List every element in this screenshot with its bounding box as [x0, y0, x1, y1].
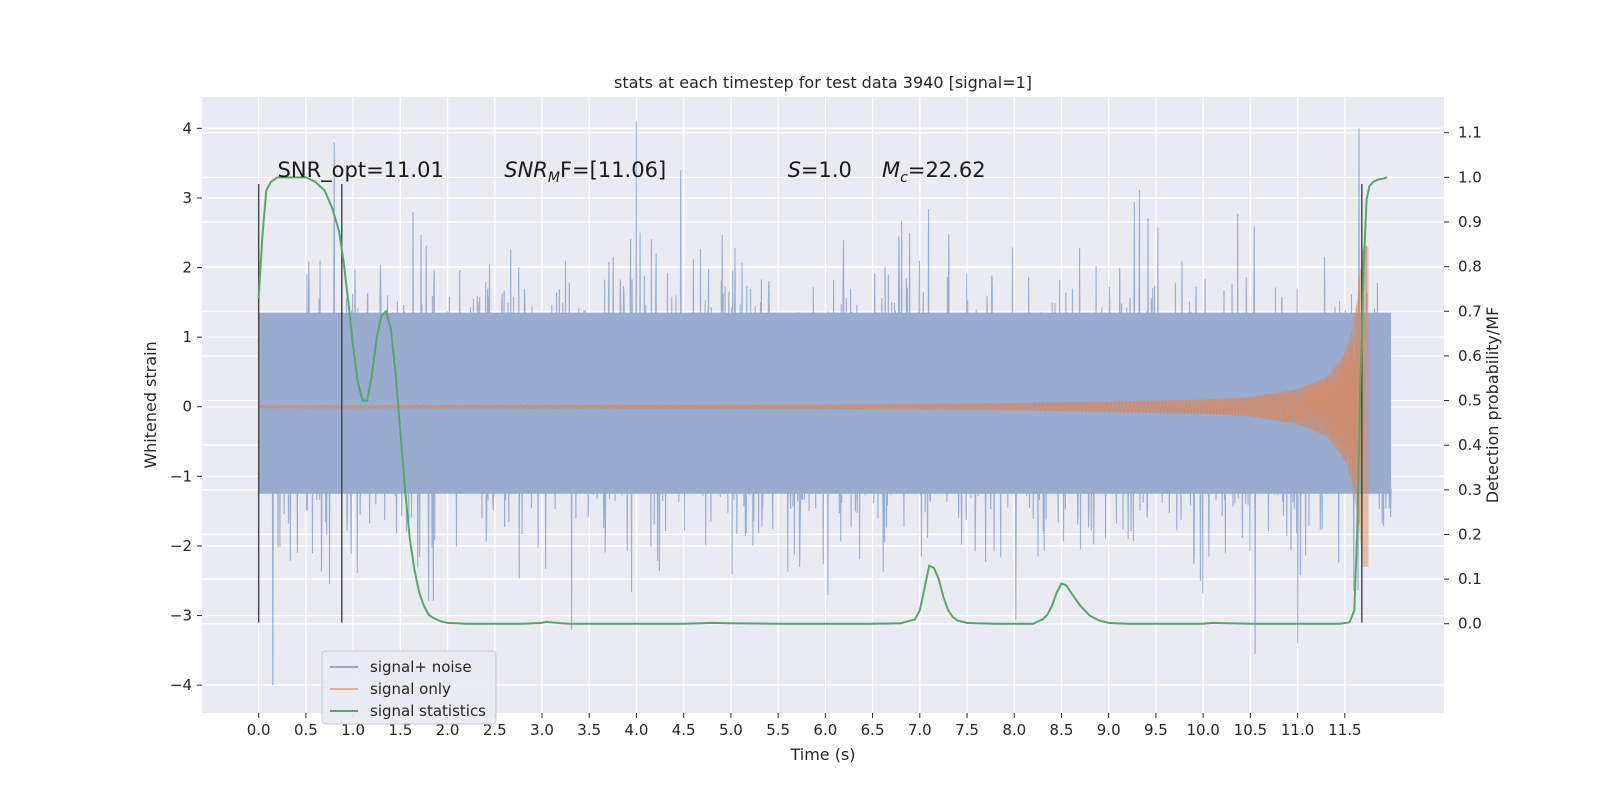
- x-tick-label: 4.0: [625, 721, 649, 739]
- y-tick-label: 3: [182, 189, 192, 207]
- x-axis-label: Time (s): [789, 745, 855, 764]
- annotation-main: M: [882, 158, 900, 182]
- x-tick-label: 0.5: [294, 721, 318, 739]
- signal-only-envelope: [258, 246, 1369, 567]
- y-tick-label: 0: [182, 398, 192, 416]
- x-tick-label: 3.0: [530, 721, 554, 739]
- chart-title: stats at each timestep for test data 394…: [614, 73, 1032, 92]
- legend-box: [321, 650, 497, 725]
- legend-label: signal only: [370, 680, 451, 698]
- y2-tick-label: 0.0: [1458, 615, 1482, 633]
- annotation-main: SNR: [504, 158, 548, 182]
- x-tick-label: 8.0: [1002, 721, 1026, 739]
- y2-tick-label: 0.6: [1458, 347, 1482, 365]
- annotation-rest: =22.62: [908, 158, 986, 182]
- y2-tick-label: 1.0: [1458, 168, 1482, 186]
- annotation-main: S: [788, 158, 801, 182]
- annotation-rest: F=[11.06]: [560, 158, 666, 182]
- legend-label: signal statistics: [370, 702, 486, 720]
- y-tick-label: −2: [170, 537, 192, 555]
- y2-tick-label: 0.5: [1458, 392, 1482, 410]
- annotation-subscript: c: [900, 170, 908, 186]
- y2-tick-label: 0.8: [1458, 258, 1482, 276]
- y-tick-label: −3: [170, 607, 192, 625]
- y2-tick-label: 0.3: [1458, 481, 1482, 499]
- x-tick-label: 9.5: [1144, 721, 1168, 739]
- plot-area: 0.0 0.5 1.0 1.5 2.0 2.5 3.0 3.5 4.0 4.5 5.0 5.5 6.0 6…: [170, 97, 1482, 739]
- x-tick-label: 7.0: [908, 721, 932, 739]
- x-tick-label: 10.0: [1186, 721, 1219, 739]
- x-tick-label: 6.5: [861, 721, 885, 739]
- y2-axis-label: Detection probability/MF: [1483, 307, 1502, 504]
- annotation-rest: =1.0: [801, 158, 852, 182]
- y2-tick-label: 1.1: [1458, 124, 1482, 142]
- signal-statistics-line: [257, 176, 1388, 625]
- annotation-subscript: M: [548, 170, 560, 186]
- y2-tick-label: 0.2: [1458, 525, 1482, 543]
- y-tick-label: 4: [182, 119, 192, 137]
- y-axis-label: Whitened strain: [141, 341, 160, 468]
- signal-only-line: [258, 249, 1369, 549]
- x-tick-label: 1.5: [388, 721, 412, 739]
- y-tick-label: −1: [170, 467, 192, 485]
- x-tick-label: 7.5: [955, 721, 979, 739]
- y2-tick-label: 0.1: [1458, 570, 1482, 588]
- annotation: Mc=22.62: [882, 158, 986, 186]
- x-tick-label: 5.0: [719, 721, 743, 739]
- y-tick-label: 2: [182, 259, 192, 277]
- x-tick-label: 6.0: [813, 721, 837, 739]
- y-tick-label: 1: [182, 328, 192, 346]
- x-tick-label: 8.5: [1050, 721, 1074, 739]
- x-tick-label: 2.5: [483, 721, 507, 739]
- x-tick-label: 4.5: [672, 721, 696, 739]
- x-tick-label: 1.0: [341, 721, 365, 739]
- x-tick-label: 5.5: [766, 721, 790, 739]
- x-tick-label: 10.5: [1234, 721, 1267, 739]
- y2-tick-label: 0.9: [1458, 213, 1482, 231]
- x-tick-label: 0.0: [247, 721, 271, 739]
- y-tick-label: −4: [170, 676, 192, 694]
- x-tick-label: 2.0: [436, 721, 460, 739]
- y2-tick-label: 0.7: [1458, 302, 1482, 320]
- y2-tick-label: 0.4: [1458, 436, 1482, 454]
- annotation: S=1.0: [788, 158, 852, 182]
- annotation: SNR_opt=11.01: [278, 158, 444, 183]
- x-tick-label: 3.5: [577, 721, 601, 739]
- x-tick-label: 11.0: [1281, 721, 1314, 739]
- annotation: SNRMF=[11.06]: [504, 158, 666, 186]
- x-tick-label: 11.5: [1328, 721, 1361, 739]
- legend-label: signal+ noise: [370, 658, 472, 676]
- legend: signal+ noise signal only signal statistic…: [321, 650, 497, 725]
- x-tick-label: 9.0: [1097, 721, 1121, 739]
